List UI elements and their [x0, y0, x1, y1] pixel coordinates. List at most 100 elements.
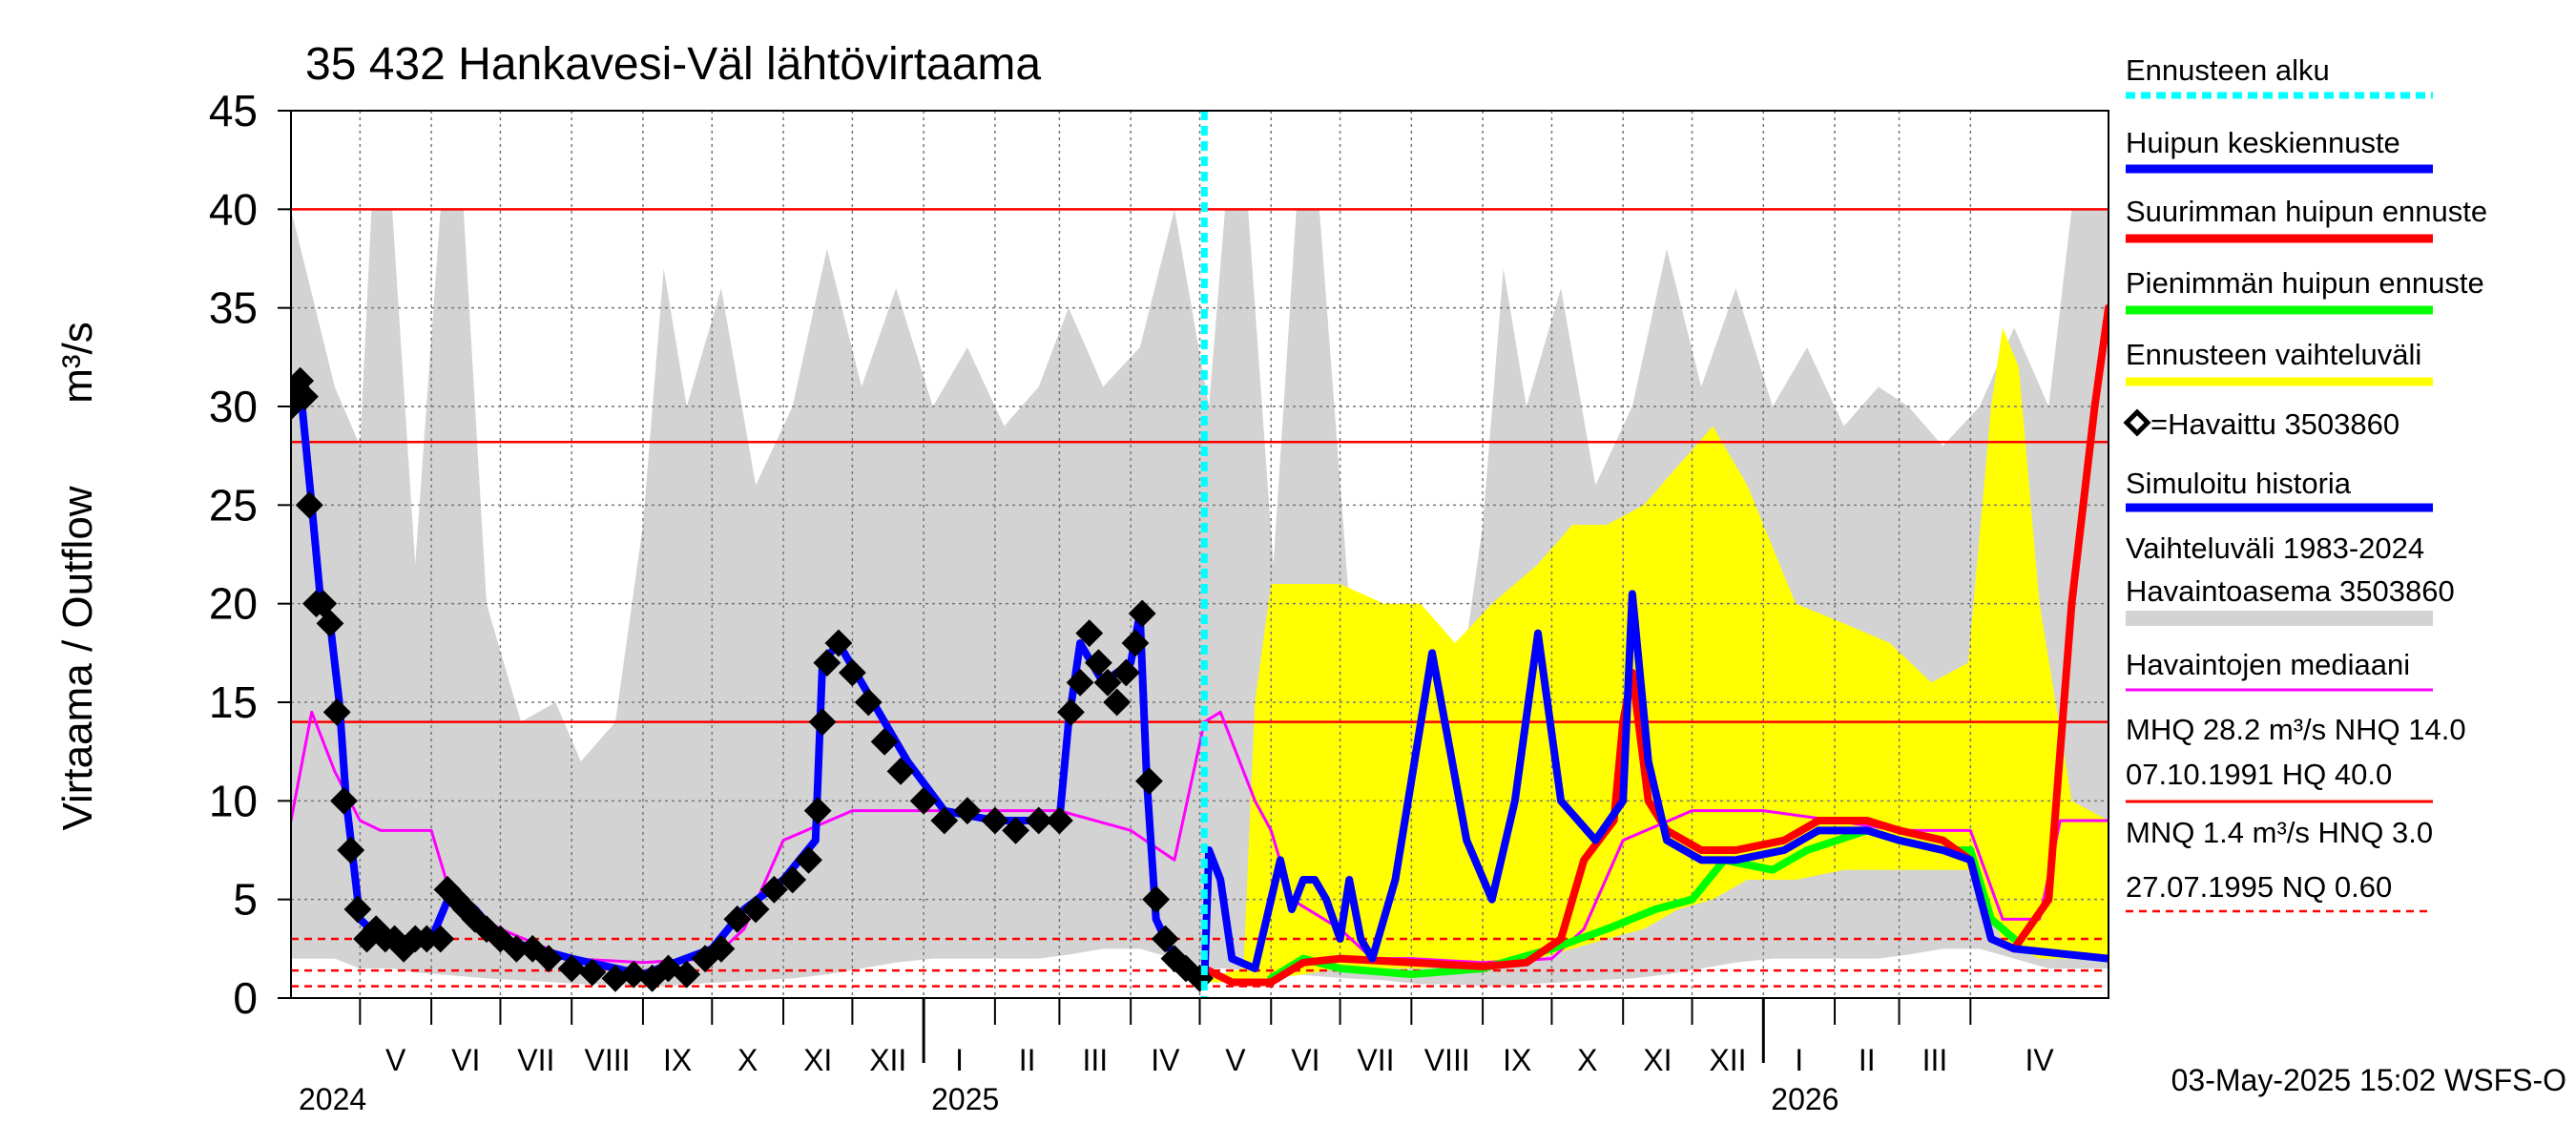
observed-point	[953, 797, 982, 825]
observed-point	[1121, 629, 1150, 657]
x-month-label: VIII	[1424, 1043, 1470, 1077]
observed-point	[309, 590, 338, 618]
x-month-label: IV	[2025, 1043, 2055, 1077]
observed-point	[723, 905, 752, 933]
x-month-label: X	[737, 1043, 758, 1077]
series-line	[1200, 590, 2109, 987]
y-axis-label: Virtaama / Outflow m³/s	[54, 322, 101, 830]
observed-point	[803, 797, 832, 825]
x-month-label: III	[1082, 1043, 1108, 1077]
x-month-label: IV	[1151, 1043, 1180, 1077]
observed-point	[1151, 925, 1179, 953]
forecast-range-band	[1204, 327, 2109, 983]
observed-point	[619, 960, 648, 989]
x-month-label: VI	[1291, 1043, 1319, 1077]
y-tick-label: 5	[233, 875, 258, 925]
observed-point	[291, 383, 319, 411]
x-month-label: V	[1225, 1043, 1246, 1077]
y-tick-label: 15	[209, 677, 258, 727]
observed-point	[1103, 688, 1132, 717]
x-month-label: VIII	[585, 1043, 631, 1077]
x-month-label: VII	[1357, 1043, 1394, 1077]
observed-point	[779, 865, 807, 894]
observed-point	[1111, 658, 1140, 687]
observed-point	[808, 708, 837, 737]
legend-label: Pienimmän huipun ennuste	[2126, 266, 2484, 300]
observed-point	[330, 786, 358, 815]
x-month-label: XI	[803, 1043, 832, 1077]
x-month-label: XII	[1709, 1043, 1746, 1077]
observed-point	[534, 945, 563, 973]
observed-point	[909, 786, 938, 815]
x-month-label: XII	[869, 1043, 906, 1077]
observed-point	[295, 490, 323, 519]
observed-point	[1066, 668, 1094, 697]
x-year-label: 2024	[299, 1082, 366, 1116]
observed-point	[426, 925, 455, 953]
observed-point	[1057, 697, 1085, 726]
observed-point	[1135, 767, 1163, 796]
observed-point	[316, 609, 344, 637]
observed-point	[578, 958, 607, 987]
observed-point	[322, 697, 351, 726]
observed-point	[472, 915, 501, 944]
x-month-label: II	[1859, 1043, 1876, 1077]
chart-title: 35 432 Hankavesi-Väl lähtövirtaama	[305, 39, 1041, 90]
observed-point	[1084, 649, 1112, 677]
x-year-label: 2025	[931, 1082, 999, 1116]
observed-point	[886, 757, 915, 785]
observed-point	[854, 688, 883, 717]
x-month-label: V	[385, 1043, 406, 1077]
legend-label: Vaihteluväli 1983-2024	[2126, 531, 2424, 565]
x-year-label: 2026	[1771, 1082, 1839, 1116]
legend-label: =Havaittu 3503860	[2150, 407, 2399, 441]
observed-point	[1045, 806, 1073, 835]
observed-point	[838, 658, 866, 687]
y-tick-label: 35	[209, 283, 258, 333]
legend-label: Ennusteen vaihteluväli	[2126, 338, 2421, 371]
legend-label: Huipun keskiennuste	[2126, 126, 2400, 159]
observed-point	[1075, 619, 1104, 648]
legend-label: MHQ 28.2 m³/s NHQ 14.0	[2126, 713, 2466, 746]
y-axis-unit: m³/s	[54, 322, 101, 404]
y-tick-label: 0	[233, 973, 258, 1023]
observed-point	[673, 960, 701, 989]
y-tick-label: 20	[209, 579, 258, 629]
footer-timestamp: 03-May-2025 15:02 WSFS-O	[2171, 1063, 2566, 1097]
x-month-label: IX	[663, 1043, 692, 1077]
observed-point	[981, 806, 1009, 835]
observed-point	[759, 875, 788, 904]
observed-point	[930, 806, 959, 835]
y-tick-label: 10	[209, 776, 258, 825]
observed-point	[557, 954, 586, 983]
legend-label: Simuloitu historia	[2126, 467, 2352, 500]
legend-label: MNQ 1.4 m³/s HNQ 3.0	[2126, 816, 2433, 849]
observed-point	[1128, 599, 1156, 628]
legend: Ennusteen alku Huipun keskiennuste Suurimm…	[2123, 53, 2487, 913]
observed-point	[795, 845, 822, 874]
y-tick-label: 40	[209, 184, 258, 234]
observed-point	[343, 895, 372, 924]
legend-label: Ennusteen alku	[2126, 53, 2330, 87]
legend-label: Havaintoasema 3503860	[2126, 574, 2455, 608]
observed-point	[813, 649, 841, 677]
x-month-label: III	[1922, 1043, 1948, 1077]
x-month-label: VII	[517, 1043, 554, 1077]
observed-point	[824, 629, 853, 657]
x-month-label: X	[1577, 1043, 1597, 1077]
legend-label: 27.07.1995 NQ 0.60	[2126, 870, 2392, 904]
observed-point	[870, 727, 899, 756]
y-tick-label: 45	[209, 86, 258, 135]
x-month-label: XI	[1643, 1043, 1672, 1077]
observed-point	[337, 836, 365, 864]
observed-point	[741, 895, 770, 924]
legend-label: Suurimman huipun ennuste	[2126, 195, 2487, 228]
observed-point	[1142, 885, 1171, 914]
y-tick-label: 30	[209, 382, 258, 431]
observed-point	[707, 934, 736, 963]
legend-observed-marker	[2123, 408, 2151, 437]
observed-point	[1002, 816, 1030, 844]
y-tick-label: 25	[209, 480, 258, 530]
observed-point	[1093, 668, 1122, 697]
x-month-label: VI	[451, 1043, 480, 1077]
